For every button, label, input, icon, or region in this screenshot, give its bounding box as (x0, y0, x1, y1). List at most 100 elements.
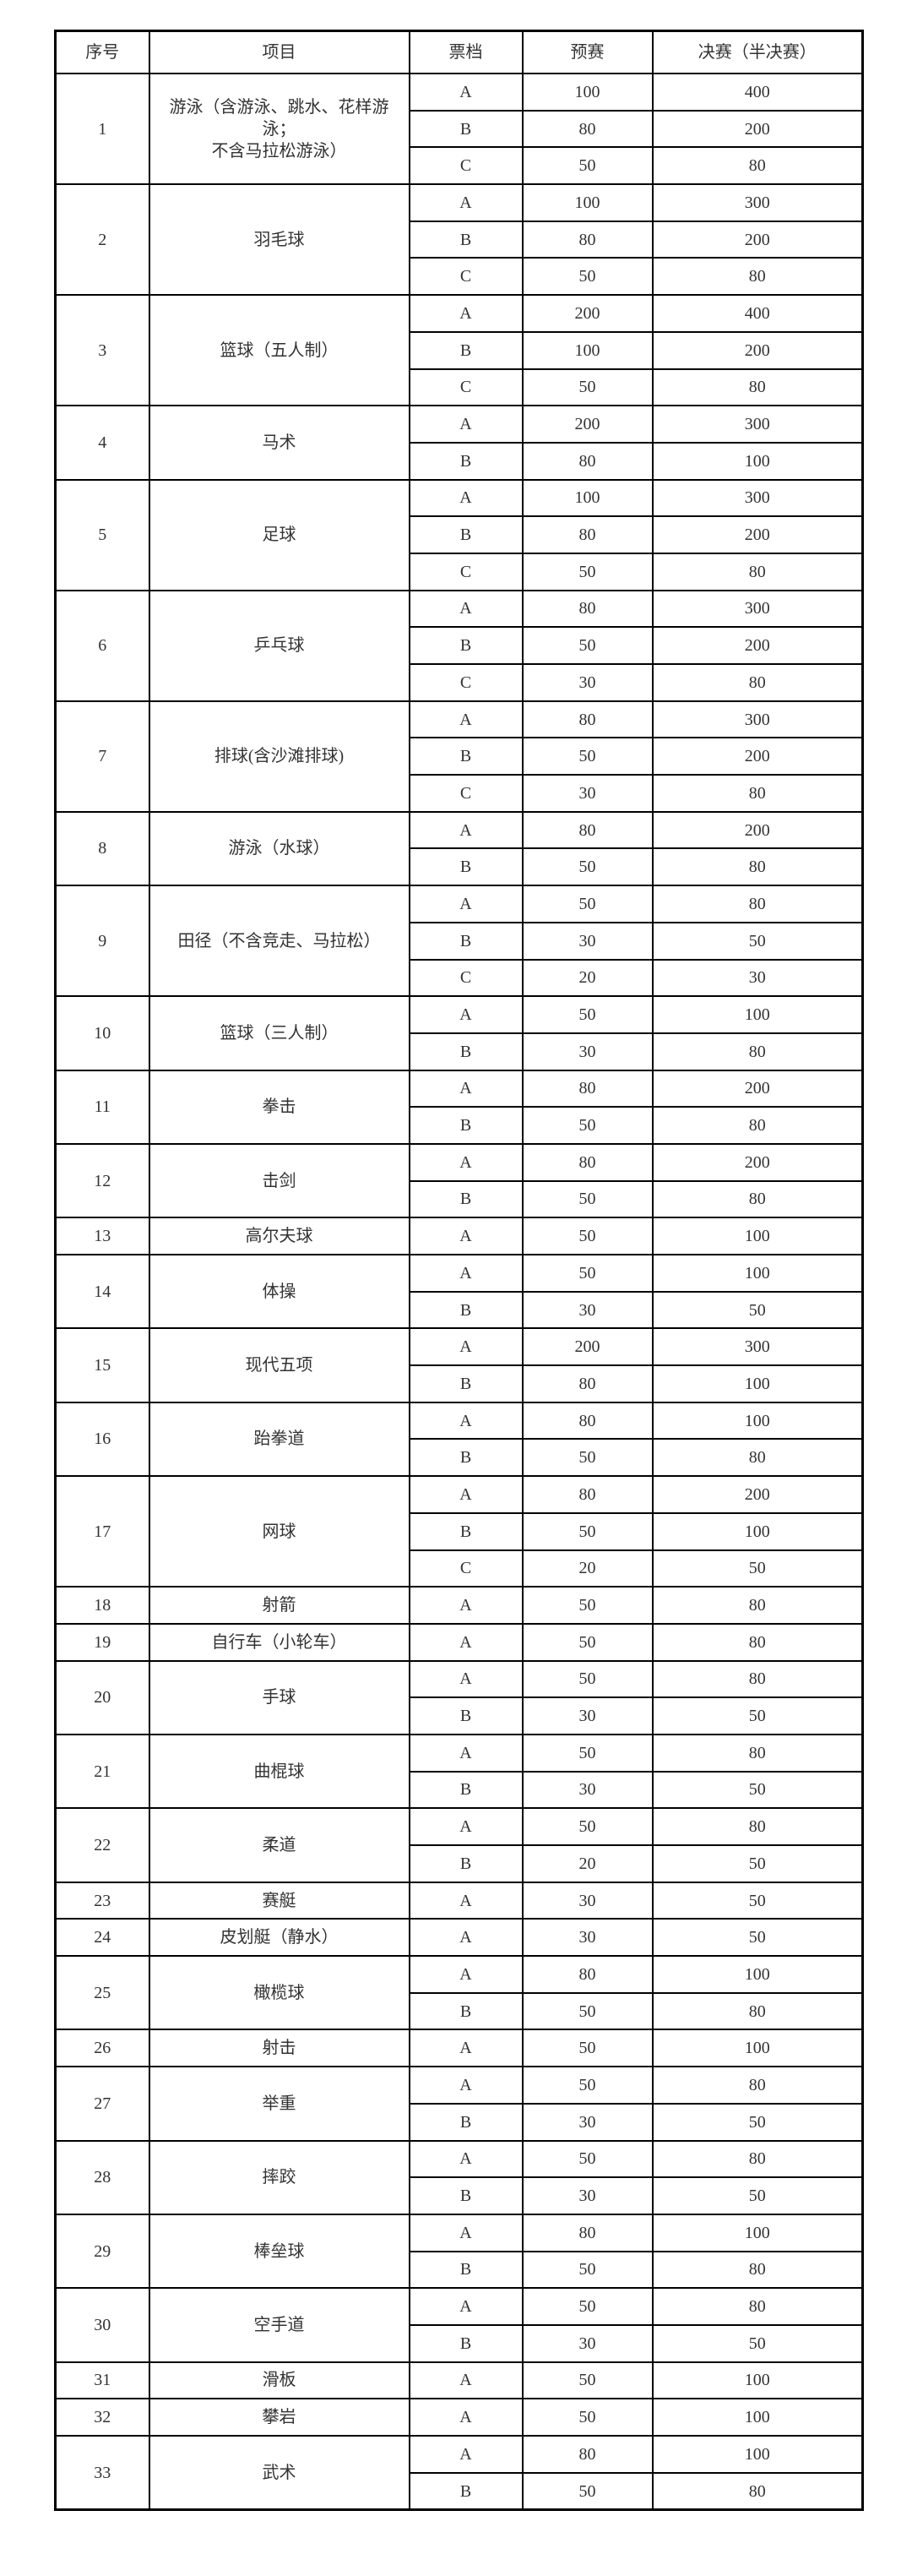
table-row: B 50 80 (56, 1179, 864, 1219)
preliminary-price: 20 (521, 1844, 654, 1883)
row-number: 22 (54, 1807, 150, 1883)
final-price: 50 (651, 2323, 864, 2363)
sport-item: 击剑 (148, 1142, 410, 1219)
ticket-tier: B (408, 1179, 524, 1219)
ticket-tier: A (408, 2139, 524, 2179)
table-row: 23 赛艇 A 30 50 (54, 1881, 864, 1920)
sport-item: 游泳（含游泳、跳水、花样游泳； 不含马拉松游泳） (148, 72, 410, 186)
table-row: 6 乒乓球 A 80 300 (54, 589, 864, 702)
sport-item: 羽毛球 (148, 183, 410, 297)
preliminary-price: 80 (521, 1364, 654, 1403)
preliminary-price: 80 (521, 1142, 654, 1182)
ticket-tier: C (408, 146, 524, 186)
sport-item: 空手道 (148, 2287, 410, 2363)
final-price: 80 (651, 1032, 864, 1071)
ticket-tier: A (408, 1733, 524, 1773)
final-price: 200 (651, 220, 864, 259)
preliminary-price: 50 (521, 2066, 654, 2105)
ticket-tier: B (408, 1290, 524, 1330)
sport-item: 攀岩 (148, 2398, 410, 2437)
table-row: B 50 80 (56, 1106, 864, 1145)
ticket-tier: C (408, 774, 524, 813)
ticket-tier: B (408, 626, 524, 665)
table-row: 21 曲棍球 A 50 80 (54, 1733, 864, 1810)
row-number: 1 (54, 72, 150, 186)
final-price: 50 (651, 1549, 864, 1588)
ticket-price-table: 序号 项目 票档 预赛 决赛（半决赛） 1 游泳（含游泳、跳水、花样游泳； 不含马拉… (54, 30, 864, 2512)
table-row: B 50 80 (56, 847, 864, 887)
final-price: 80 (651, 257, 864, 297)
ticket-tier: B (408, 1770, 524, 1810)
ticket-tier: A (408, 1586, 524, 1625)
ticket-tier: A (408, 1659, 524, 1699)
final-price: 300 (651, 183, 864, 222)
row-number: 15 (54, 1327, 150, 1403)
preliminary-price: 50 (521, 885, 654, 923)
header-final: 决赛（半决赛） (651, 30, 864, 74)
preliminary-price: 30 (521, 1918, 654, 1958)
final-price: 100 (651, 2361, 864, 2400)
ticket-tier: A (408, 1217, 524, 1255)
preliminary-price: 50 (521, 1586, 654, 1625)
sport-item: 篮球（五人制） (148, 294, 410, 407)
preliminary-price: 30 (521, 1032, 654, 1071)
ticket-tier: A (408, 1327, 524, 1367)
ticket-tier: A (408, 294, 524, 333)
preliminary-price: 80 (521, 515, 654, 554)
sport-item: 乒乓球 (148, 589, 410, 702)
table-row: 8 游泳（水球） A 80 200 (54, 810, 864, 887)
final-price: 200 (651, 737, 864, 776)
table-row: B 100 200 (56, 330, 864, 370)
row-number: 31 (54, 2361, 150, 2400)
table-row: B 80 100 (56, 441, 864, 481)
table-row: 4 马术 A 200 300 (54, 405, 864, 481)
table-row: 18 射箭 A 50 80 (54, 1586, 864, 1625)
preliminary-price: 50 (521, 1659, 654, 1699)
table-row: B 50 80 (56, 2250, 864, 2290)
final-price: 100 (651, 2213, 864, 2252)
row-number: 8 (54, 810, 150, 887)
final-price: 80 (651, 146, 864, 186)
final-price: 80 (651, 552, 864, 591)
preliminary-price: 80 (521, 1955, 654, 1994)
final-price: 200 (651, 810, 864, 850)
ticket-tier: B (408, 330, 524, 370)
table-row: 22 柔道 A 50 80 (54, 1807, 864, 1883)
preliminary-price: 200 (521, 1327, 654, 1367)
preliminary-price: 50 (521, 1991, 654, 2031)
preliminary-price: 80 (521, 810, 654, 850)
ticket-tier: A (408, 1254, 524, 1293)
ticket-tier: B (408, 2250, 524, 2290)
preliminary-price: 80 (521, 1401, 654, 1440)
final-price: 80 (651, 1659, 864, 1699)
table-row: 19 自行车（小轮车） A 50 80 (54, 1622, 864, 1662)
preliminary-price: 80 (521, 109, 654, 149)
ticket-tier: A (408, 73, 524, 112)
ticket-tier: A (408, 1401, 524, 1440)
table-row: 14 体操 A 50 100 (54, 1253, 864, 1330)
table-row: B 50 100 (56, 1511, 864, 1551)
ticket-tier: B (408, 2176, 524, 2215)
ticket-tier: B (408, 921, 524, 961)
ticket-tier: A (408, 589, 524, 629)
final-price: 100 (651, 1955, 864, 1994)
preliminary-price: 80 (521, 2213, 654, 2252)
final-price: 80 (651, 1179, 864, 1219)
table-row: B 80 200 (56, 109, 864, 149)
table-row: B 50 80 (56, 1991, 864, 2031)
ticket-tier: C (408, 257, 524, 297)
table-row: B 50 80 (56, 2471, 864, 2511)
preliminary-price: 100 (521, 183, 654, 222)
ticket-tier: A (408, 2213, 524, 2252)
ticket-tier: B (408, 1511, 524, 1551)
final-price: 50 (651, 2102, 864, 2142)
sport-item: 射箭 (148, 1586, 410, 1625)
final-price: 80 (651, 2066, 864, 2105)
ticket-tier: B (408, 220, 524, 259)
table-row: 32 攀岩 A 50 100 (54, 2398, 864, 2437)
row-number: 25 (54, 1955, 150, 2031)
ticket-tier: A (408, 478, 524, 518)
preliminary-price: 50 (521, 1622, 654, 1662)
preliminary-price: 50 (521, 368, 654, 407)
preliminary-price: 50 (521, 1807, 654, 1846)
